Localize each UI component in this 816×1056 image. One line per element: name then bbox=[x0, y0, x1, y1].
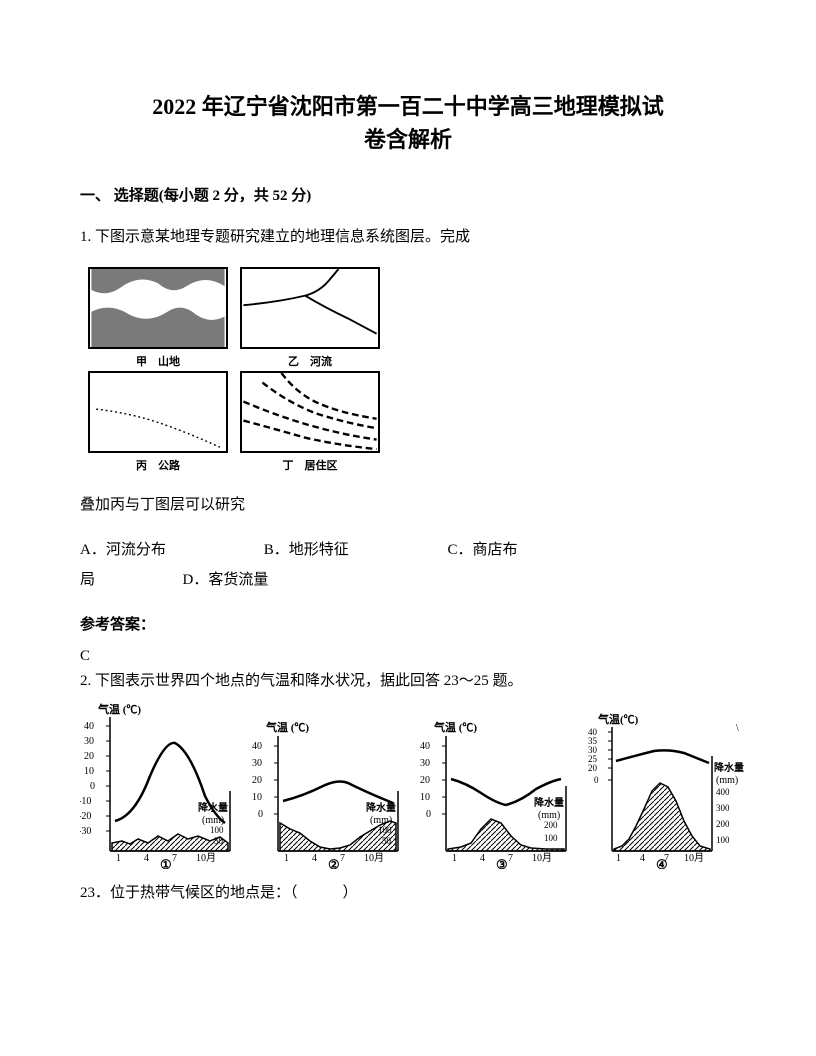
climate-chart-4: 气温(℃) 40 35 30 25 20 0 \ 降水量 (mm) 400 30… bbox=[584, 701, 746, 869]
svg-text:100: 100 bbox=[210, 825, 224, 835]
answer-value: C bbox=[80, 648, 736, 665]
title-line1: 2022 年辽宁省沈阳市第一百二十中学高三地理模拟试 bbox=[152, 94, 664, 119]
svg-text:降水量: 降水量 bbox=[534, 796, 564, 809]
svg-text:气温 (℃): 气温 (℃) bbox=[265, 720, 309, 734]
figure-road bbox=[88, 371, 228, 453]
climate-chart-1: 气温 (℃) 40 30 20 10 0 -10 -20 -30 bbox=[80, 701, 242, 869]
svg-text:4: 4 bbox=[640, 853, 645, 864]
figure-mountain bbox=[88, 267, 228, 349]
title-line2: 卷含解析 bbox=[364, 127, 452, 152]
q2-sub: 23．位于热带气候区的地点是：（ ） bbox=[80, 881, 736, 902]
svg-text:20: 20 bbox=[420, 775, 430, 786]
climate-chart-2: 气温 (℃) 40 30 20 10 0 降水量 (mm) 100 50 1 4… bbox=[248, 701, 410, 869]
svg-text:(mm): (mm) bbox=[716, 775, 738, 786]
svg-text:1: 1 bbox=[452, 853, 457, 864]
svg-text:400: 400 bbox=[716, 787, 730, 797]
q1-subtext: 叠加丙与丁图层可以研究 bbox=[80, 493, 736, 517]
svg-text:100: 100 bbox=[716, 835, 730, 845]
svg-text:30: 30 bbox=[252, 758, 262, 769]
option-c: C．商店布 bbox=[448, 535, 628, 565]
exam-title: 2022 年辽宁省沈阳市第一百二十中学高三地理模拟试 卷含解析 bbox=[80, 90, 736, 156]
svg-text:10: 10 bbox=[252, 792, 262, 803]
svg-text:降水量: 降水量 bbox=[714, 761, 744, 774]
svg-text:7: 7 bbox=[508, 853, 513, 864]
svg-text:100: 100 bbox=[378, 825, 392, 835]
svg-text:10月: 10月 bbox=[684, 852, 704, 864]
svg-text:气温 (℃): 气温 (℃) bbox=[433, 720, 477, 734]
svg-text:4: 4 bbox=[144, 853, 149, 864]
option-a: A．河流分布 bbox=[80, 535, 260, 565]
svg-text:50: 50 bbox=[214, 836, 224, 846]
svg-text:-20: -20 bbox=[80, 811, 91, 822]
svg-text:20: 20 bbox=[588, 763, 598, 773]
figure-label-c: 丙 公路 bbox=[88, 455, 228, 473]
svg-text:1: 1 bbox=[284, 853, 289, 864]
svg-text:降水量: 降水量 bbox=[198, 801, 228, 814]
figure-residential bbox=[240, 371, 380, 453]
figure-label-b: 乙 河流 bbox=[240, 351, 380, 369]
svg-text:气温(℃): 气温(℃) bbox=[597, 712, 639, 726]
svg-text:-10: -10 bbox=[80, 796, 91, 807]
svg-text:④: ④ bbox=[656, 857, 668, 869]
figure-label-d: 丁 居住区 bbox=[240, 455, 380, 473]
svg-text:40: 40 bbox=[84, 721, 94, 732]
option-d: D．客货流量 bbox=[183, 572, 269, 588]
svg-text:300: 300 bbox=[716, 803, 730, 813]
svg-text:0: 0 bbox=[90, 781, 95, 792]
q1-text: 1. 下图示意某地理专题研究建立的地理信息系统图层。完成 bbox=[80, 225, 736, 249]
climate-charts: 气温 (℃) 40 30 20 10 0 -10 -20 -30 bbox=[80, 701, 736, 869]
option-b: B．地形特征 bbox=[264, 535, 444, 565]
svg-text:\: \ bbox=[736, 723, 739, 734]
svg-text:10月: 10月 bbox=[532, 852, 552, 864]
svg-text:降水量: 降水量 bbox=[366, 801, 396, 814]
option-line2-prefix: 局 bbox=[80, 572, 95, 588]
svg-text:7: 7 bbox=[340, 853, 345, 864]
svg-text:气温 (℃): 气温 (℃) bbox=[97, 702, 141, 716]
svg-text:50: 50 bbox=[382, 836, 392, 846]
svg-text:10: 10 bbox=[420, 792, 430, 803]
svg-text:20: 20 bbox=[252, 775, 262, 786]
svg-text:1: 1 bbox=[116, 853, 121, 864]
svg-text:30: 30 bbox=[420, 758, 430, 769]
svg-text:4: 4 bbox=[480, 853, 485, 864]
svg-text:③: ③ bbox=[496, 857, 508, 869]
q2-text: 2. 下图表示世界四个地点的气温和降水状况，据此回答 23～25 题。 bbox=[80, 669, 736, 693]
svg-text:7: 7 bbox=[172, 853, 177, 864]
svg-text:4: 4 bbox=[312, 853, 317, 864]
svg-text:100: 100 bbox=[544, 833, 558, 843]
svg-text:200: 200 bbox=[716, 819, 730, 829]
svg-text:1: 1 bbox=[616, 853, 621, 864]
answer-header: 参考答案： bbox=[80, 613, 736, 634]
svg-text:②: ② bbox=[328, 857, 340, 869]
climate-chart-3: 气温 (℃) 40 30 20 10 0 降水量 (mm) 200 100 1 … bbox=[416, 701, 578, 869]
svg-text:①: ① bbox=[160, 857, 172, 869]
section-header: 一、 选择题(每小题 2 分，共 52 分) bbox=[80, 184, 736, 205]
svg-text:-30: -30 bbox=[80, 826, 91, 837]
figure-label-a: 甲 山地 bbox=[88, 351, 228, 369]
svg-text:20: 20 bbox=[84, 751, 94, 762]
svg-text:10: 10 bbox=[84, 766, 94, 777]
q1-options: A．河流分布 B．地形特征 C．商店布 局 D．客货流量 bbox=[80, 535, 736, 595]
svg-text:200: 200 bbox=[544, 820, 558, 830]
svg-text:30: 30 bbox=[84, 736, 94, 747]
svg-text:10月: 10月 bbox=[364, 852, 384, 864]
figure-river bbox=[240, 267, 380, 349]
q1-figure-grid: 甲 山地 乙 河流 丙 公路 丁 居住区 bbox=[88, 267, 736, 473]
svg-text:40: 40 bbox=[420, 741, 430, 752]
svg-text:0: 0 bbox=[258, 809, 263, 820]
svg-text:0: 0 bbox=[426, 809, 431, 820]
svg-text:40: 40 bbox=[252, 741, 262, 752]
svg-text:10月: 10月 bbox=[196, 852, 216, 864]
svg-text:0: 0 bbox=[594, 775, 599, 785]
